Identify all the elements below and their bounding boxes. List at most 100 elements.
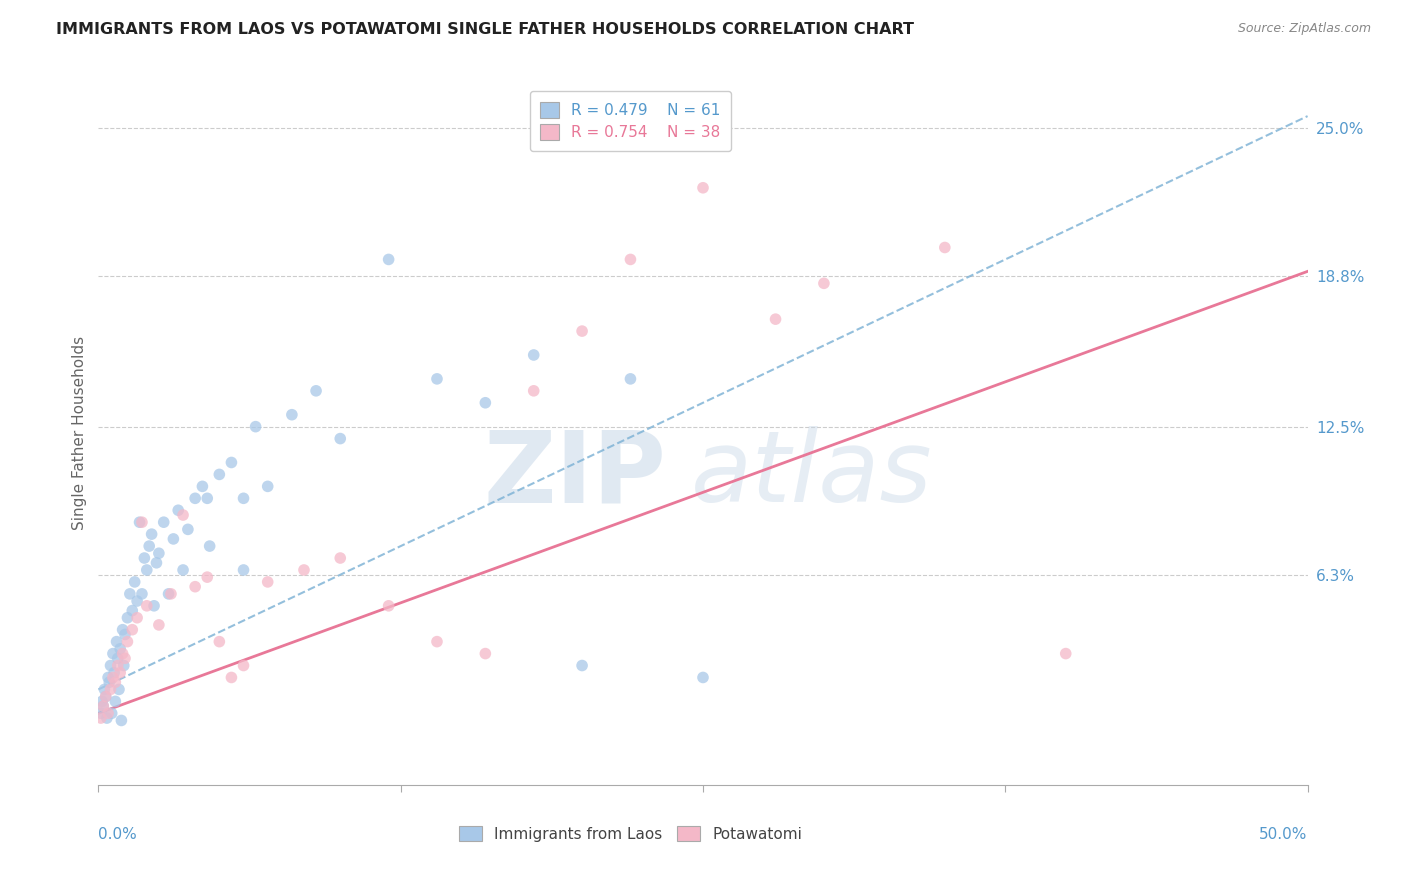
Point	[172, 563, 194, 577]
Point	[101, 670, 124, 684]
Point	[256, 479, 278, 493]
Point	[96, 711, 118, 725]
Point	[184, 491, 207, 506]
Point	[100, 658, 122, 673]
Point	[148, 546, 170, 560]
Point	[619, 252, 641, 267]
Point	[221, 455, 243, 469]
Point	[148, 618, 170, 632]
Point	[121, 604, 143, 618]
Point	[138, 539, 160, 553]
Point	[135, 563, 157, 577]
Point	[141, 527, 163, 541]
Point	[292, 563, 315, 577]
Point	[152, 515, 174, 529]
Point	[104, 694, 127, 708]
Point	[426, 634, 449, 648]
Point	[571, 658, 593, 673]
Point	[426, 372, 449, 386]
Point	[208, 634, 231, 648]
Point	[98, 675, 121, 690]
Text: 0.0%: 0.0%	[98, 827, 138, 842]
Point	[117, 611, 139, 625]
Point	[104, 675, 127, 690]
Point	[103, 665, 125, 680]
Point	[256, 574, 278, 589]
Point	[127, 594, 149, 608]
Point	[143, 599, 166, 613]
Point	[160, 587, 183, 601]
Point	[105, 634, 128, 648]
Point	[184, 580, 207, 594]
Point	[198, 539, 221, 553]
Point	[157, 587, 180, 601]
Point	[91, 694, 114, 708]
Point	[124, 574, 146, 589]
Point	[93, 682, 115, 697]
Point	[118, 587, 141, 601]
Point	[91, 699, 114, 714]
Point	[128, 515, 150, 529]
Point	[474, 647, 496, 661]
Point	[281, 408, 304, 422]
Point	[108, 682, 131, 697]
Point	[108, 665, 131, 680]
Point	[208, 467, 231, 482]
Point	[377, 252, 399, 267]
Point	[101, 647, 124, 661]
Point	[692, 670, 714, 684]
Point	[127, 611, 149, 625]
Legend: Immigrants from Laos, Potawatomi: Immigrants from Laos, Potawatomi	[453, 820, 808, 847]
Point	[90, 706, 112, 721]
Point	[91, 699, 114, 714]
Point	[305, 384, 328, 398]
Point	[195, 570, 218, 584]
Point	[692, 181, 714, 195]
Point	[135, 599, 157, 613]
Point	[523, 348, 546, 362]
Point	[114, 651, 136, 665]
Text: atlas: atlas	[690, 426, 932, 524]
Point	[100, 682, 122, 697]
Point	[195, 491, 218, 506]
Point	[107, 658, 129, 673]
Point	[131, 515, 153, 529]
Point	[177, 522, 200, 536]
Point	[619, 372, 641, 386]
Point	[474, 396, 496, 410]
Text: Source: ZipAtlas.com: Source: ZipAtlas.com	[1237, 22, 1371, 36]
Point	[90, 711, 112, 725]
Point	[232, 491, 254, 506]
Point	[131, 587, 153, 601]
Y-axis label: Single Father Households: Single Father Households	[72, 335, 87, 530]
Point	[813, 277, 835, 291]
Point	[117, 634, 139, 648]
Point	[121, 623, 143, 637]
Text: IMMIGRANTS FROM LAOS VS POTAWATOMI SINGLE FATHER HOUSEHOLDS CORRELATION CHART: IMMIGRANTS FROM LAOS VS POTAWATOMI SINGL…	[56, 22, 914, 37]
Point	[221, 670, 243, 684]
Point	[111, 623, 134, 637]
Point	[523, 384, 546, 398]
Point	[167, 503, 190, 517]
Point	[329, 432, 352, 446]
Point	[232, 563, 254, 577]
Point	[134, 551, 156, 566]
Point	[162, 532, 184, 546]
Point	[108, 641, 131, 656]
Point	[377, 599, 399, 613]
Point	[107, 651, 129, 665]
Point	[112, 658, 135, 673]
Text: 50.0%: 50.0%	[1260, 827, 1308, 842]
Point	[145, 556, 167, 570]
Text: ZIP: ZIP	[484, 426, 666, 524]
Point	[172, 508, 194, 522]
Point	[934, 240, 956, 254]
Point	[329, 551, 352, 566]
Point	[94, 690, 117, 704]
Point	[245, 419, 267, 434]
Point	[1054, 647, 1077, 661]
Point	[97, 706, 120, 721]
Point	[94, 690, 117, 704]
Point	[571, 324, 593, 338]
Point	[191, 479, 214, 493]
